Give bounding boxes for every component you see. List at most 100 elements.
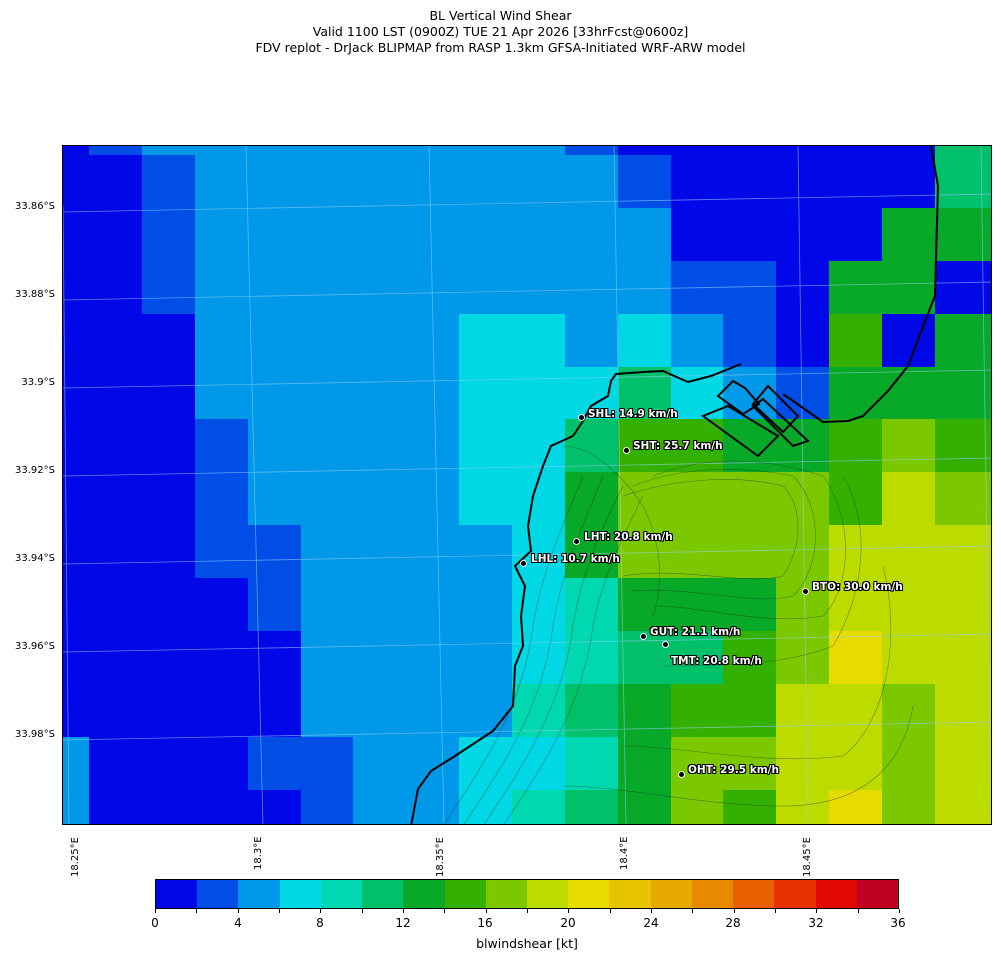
grid-cell (353, 208, 407, 262)
grid-cell (512, 367, 566, 420)
grid-cell (195, 525, 249, 579)
grid-cell (301, 367, 354, 420)
lat-label: 33.92°S (15, 465, 55, 476)
station-label-bto: BTO: 30.0 km/h (812, 581, 903, 593)
station-dot-lhl[interactable] (520, 560, 527, 567)
station-label-gut: GUT: 21.1 km/h (650, 626, 741, 638)
station-dot-gut[interactable] (640, 633, 647, 640)
grid-cell (89, 525, 143, 579)
station-dot-sht[interactable] (623, 447, 630, 454)
grid-cell (882, 146, 936, 156)
grid-cell (89, 684, 143, 738)
grid-cell (195, 367, 249, 420)
colorbar-tick (196, 909, 198, 913)
grid-cell (353, 737, 407, 791)
grid-cell (459, 208, 513, 262)
station-dot-lht[interactable] (573, 538, 580, 545)
grid-cell (882, 261, 936, 315)
grid-cell (882, 419, 936, 473)
grid-cell (195, 146, 249, 156)
grid-cell (248, 472, 302, 526)
grid-cell (353, 261, 407, 315)
colorbar-tick-label: 36 (890, 916, 906, 930)
grid-cell (671, 737, 724, 791)
grid-cell (406, 525, 460, 579)
grid-cell (935, 472, 991, 526)
grid-cell (195, 578, 249, 632)
grid-cell (63, 472, 90, 526)
grid-cell (723, 472, 777, 526)
grid-cell (618, 146, 672, 156)
lat-label: 33.98°S (15, 729, 55, 740)
grid-cell (195, 631, 249, 685)
grid-cell (618, 155, 672, 209)
grid-cell (142, 578, 196, 632)
grid-cell (459, 525, 513, 579)
grid-cell (565, 155, 619, 209)
grid-cell (829, 525, 883, 579)
grid-cell (248, 261, 302, 315)
station-label-lhl: LHL: 10.7 km/h (531, 553, 620, 565)
lon-label: 18.45°E (802, 837, 813, 877)
grid-cell (89, 631, 143, 685)
grid-cell (142, 261, 196, 315)
grid-cell (89, 155, 143, 209)
grid-cell (723, 208, 777, 262)
grid-cell (723, 578, 777, 632)
grid-cell (565, 261, 619, 315)
grid-cell (776, 208, 830, 262)
valid-time: Valid 1100 LST (0900Z) TUE 21 Apr 2026 [… (312, 24, 689, 39)
grid-cell (89, 790, 143, 824)
colorbar-tick (444, 909, 446, 913)
station-dot-tmt[interactable] (662, 641, 669, 648)
grid-cell (63, 367, 90, 420)
grid-cell (142, 314, 196, 368)
colorbar-segment (856, 880, 898, 908)
grid-cell (935, 367, 991, 420)
grid-cell (142, 790, 196, 824)
station-dot-oht[interactable] (678, 771, 685, 778)
grid-cell (829, 314, 883, 368)
lat-label: 33.94°S (15, 553, 55, 564)
grid-cell (565, 631, 619, 685)
colorbar-segment (362, 880, 404, 908)
grid-cell (63, 155, 90, 209)
grid-cell (353, 790, 407, 824)
colorbar-tick (320, 909, 322, 913)
grid-cell (829, 419, 883, 473)
grid-cell (829, 146, 883, 156)
grid-cell (142, 155, 196, 209)
grid-cell (195, 314, 249, 368)
grid-cell (776, 314, 830, 368)
grid-cell (353, 525, 407, 579)
lat-label: 33.88°S (15, 289, 55, 300)
grid-cell (353, 367, 407, 420)
grid-cell (776, 261, 830, 315)
grid-cell (353, 684, 407, 738)
coastline (410, 146, 940, 824)
colorbar-tick (155, 909, 156, 913)
station-dot-bto[interactable] (802, 588, 809, 595)
grid-cell (723, 737, 777, 791)
grid-cell (829, 208, 883, 262)
grid-cell (459, 367, 513, 420)
grid-cell (301, 314, 354, 368)
grid-cell (723, 525, 777, 579)
colorbar-tick (692, 909, 694, 913)
grid-cell (195, 419, 249, 473)
grid-cell (406, 472, 460, 526)
colorbar (155, 879, 899, 909)
grid-cell (671, 578, 724, 632)
grid-cell (671, 790, 724, 824)
grid-cell (89, 578, 143, 632)
station-dot-shl[interactable] (578, 414, 585, 421)
grid-cell (301, 146, 354, 156)
grid-cell (829, 790, 883, 824)
colorbar-tick-label: 12 (395, 916, 411, 930)
grid-cell (618, 419, 672, 473)
grid-cell (63, 525, 90, 579)
grid-cell (89, 314, 143, 368)
colorbar-tick (857, 909, 859, 913)
grid-cell (776, 146, 830, 156)
grid-cell (248, 155, 302, 209)
